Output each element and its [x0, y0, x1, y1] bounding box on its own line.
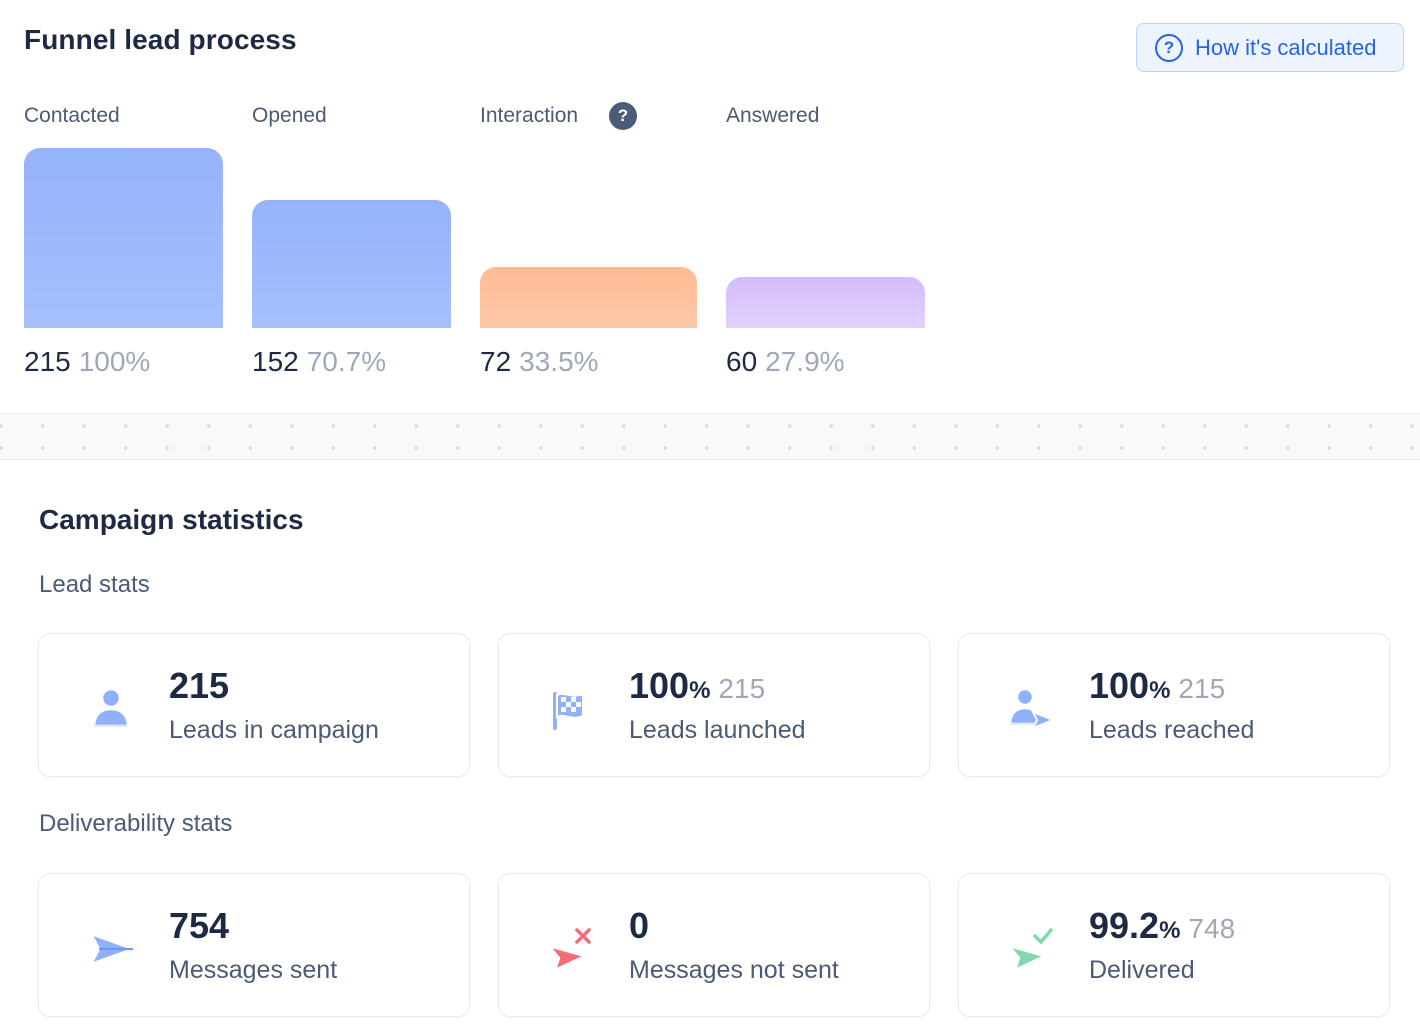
stat-card-leads-launched[interactable]: 100% 215 Leads launched — [498, 633, 930, 777]
stage-percent: 33.5% — [519, 346, 599, 377]
stage-count: 72 — [480, 346, 512, 377]
stage-label-opened: Opened — [252, 104, 327, 127]
stage-count: 152 — [252, 346, 299, 377]
lead-stats-title: Lead stats — [39, 571, 150, 598]
stat-number: 100 — [1089, 665, 1150, 706]
stage-value-opened: 152 70.7% — [252, 346, 386, 378]
stage-label-contacted: Contacted — [24, 104, 120, 127]
stat-number: 100 — [629, 665, 690, 706]
stat-number: 0 — [629, 905, 650, 946]
paper-plane-delivered-icon — [1007, 928, 1053, 972]
checkered-flag-icon — [553, 692, 584, 730]
funnel-bar-contacted[interactable] — [24, 148, 223, 328]
stat-value: 0 — [629, 905, 649, 947]
stage-value-contacted: 215 100% — [24, 346, 150, 378]
stat-number: 215 — [169, 665, 230, 706]
funnel-title: Funnel lead process — [24, 24, 297, 55]
how-its-calculated-label: How it's calculated — [1195, 34, 1377, 60]
stage-count: 215 — [24, 346, 71, 377]
stat-label: Delivered — [1089, 956, 1195, 984]
stat-card-leads-in-campaign[interactable]: 215 Leads in campaign — [38, 633, 470, 777]
user-send-icon — [1008, 687, 1056, 730]
stat-label: Leads in campaign — [169, 716, 379, 744]
stage-value-answered: 60 27.9% — [726, 346, 845, 378]
how-its-calculated-button[interactable]: ? How it's calculated — [1136, 23, 1404, 72]
stage-label-answered: Answered — [726, 104, 820, 127]
stat-label: Messages not sent — [629, 956, 839, 984]
funnel-bar-interaction[interactable] — [480, 267, 697, 328]
help-icon[interactable]: ? — [609, 102, 637, 130]
stat-value: 215 — [169, 665, 229, 707]
stat-unit: % — [1159, 917, 1181, 944]
user-icon — [92, 687, 130, 728]
deliverability-stats-title: Deliverability stats — [39, 810, 233, 837]
stat-value: 754 — [169, 905, 229, 947]
paper-plane-icon — [89, 932, 135, 966]
stat-number: 99.2 — [1089, 905, 1160, 946]
stat-value: 100% 215 — [629, 665, 765, 707]
stat-sub: 215 — [1178, 673, 1226, 704]
stat-unit: % — [1149, 677, 1171, 704]
section-separator — [0, 415, 1420, 459]
stage-percent: 27.9% — [765, 346, 845, 377]
stat-card-messages-not-sent[interactable]: 0 Messages not sent — [498, 873, 930, 1017]
stat-sub: 215 — [718, 673, 766, 704]
stat-label: Messages sent — [169, 956, 338, 984]
paper-plane-failed-icon — [547, 928, 591, 972]
stat-sub: 748 — [1188, 913, 1236, 944]
stage-value-interaction: 72 33.5% — [480, 346, 599, 378]
stage-percent: 70.7% — [306, 346, 387, 377]
funnel-card: Funnel lead process ? How it's calculate… — [0, 0, 1420, 414]
funnel-bar-opened[interactable] — [252, 200, 451, 328]
stat-label: Leads reached — [1089, 716, 1255, 744]
stat-card-messages-sent[interactable]: 754 Messages sent — [38, 873, 470, 1017]
question-circle-icon: ? — [1155, 33, 1183, 62]
funnel-bar-answered[interactable] — [726, 277, 925, 328]
stat-card-leads-reached[interactable]: 100% 215 Leads reached — [958, 633, 1390, 777]
stat-label: Leads launched — [629, 716, 806, 744]
stat-card-delivered[interactable]: 99.2% 748 Delivered — [958, 873, 1390, 1017]
stat-value: 100% 215 — [1089, 665, 1225, 707]
stage-percent: 100% — [78, 346, 151, 377]
stat-value: 99.2% 748 — [1089, 905, 1235, 947]
campaign-title: Campaign statistics — [39, 504, 304, 535]
stat-number: 754 — [169, 905, 230, 946]
stat-unit: % — [689, 677, 711, 704]
stage-count: 60 — [726, 346, 758, 377]
stage-label-interaction: Interaction — [480, 104, 579, 127]
campaign-statistics-card: Campaign statistics Lead stats 215 Leads… — [0, 459, 1420, 1036]
